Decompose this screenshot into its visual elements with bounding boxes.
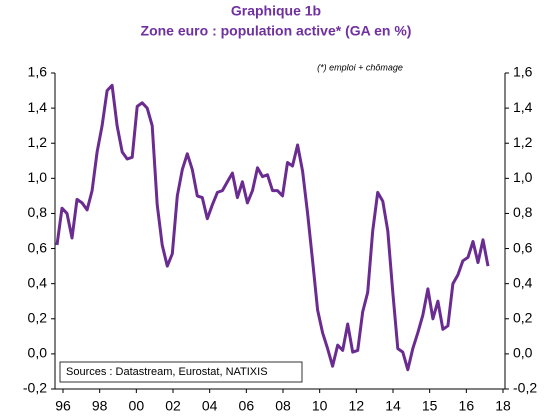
line-series	[55, 83, 490, 372]
y-tick-label: -0,2	[23, 380, 47, 396]
y2-tick-label: 1,0	[513, 169, 533, 185]
y-tick-label: 0,6	[28, 239, 48, 255]
x-tick-label: 16	[459, 398, 475, 414]
source-box	[59, 361, 303, 383]
y2-tick-label: 0,6	[513, 239, 533, 255]
x-tick-label: 06	[239, 398, 255, 414]
x-tick-label: 10	[312, 398, 328, 414]
y2-tick-label: 1,2	[513, 134, 533, 150]
y-tick-label: 0,2	[28, 309, 48, 325]
x-tick-label: 96	[55, 398, 71, 414]
x-tick-label: 00	[129, 398, 145, 414]
x-tick-label: 04	[202, 398, 218, 414]
x-tick-label: 14	[385, 398, 401, 414]
x-tick-label: 18	[495, 398, 511, 414]
chart-title: Graphique 1b	[231, 3, 321, 19]
y-tick-label: 1,4	[28, 99, 48, 115]
x-tick-label: 08	[275, 398, 291, 414]
y-tick-label: 1,6	[28, 64, 48, 80]
annotation: (*) emploi + chômage	[317, 62, 403, 72]
x-tick-label: 15	[422, 398, 438, 414]
y2-tick-label: 0,8	[513, 204, 533, 220]
y2-tick-label: 0,0	[513, 345, 533, 361]
y-tick-label: 0,4	[28, 274, 48, 290]
y2-tick-label: 0,2	[513, 309, 533, 325]
y-tick-label: 1,2	[28, 134, 48, 150]
y-tick-label: 1,0	[28, 169, 48, 185]
chart-subtitle: Zone euro : population active* (GA en %)	[141, 23, 412, 39]
y-tick-label: 0,8	[28, 204, 48, 220]
y2-tick-label: -0,2	[513, 380, 537, 396]
y2-tick-label: 0,4	[513, 274, 533, 290]
source: Sources : Datastream, Eurostat, NATIXIS	[66, 366, 268, 378]
x-tick-label: 98	[92, 398, 108, 414]
y-tick-label: 0,0	[28, 345, 48, 361]
x-tick-label: 12	[349, 398, 365, 414]
y2-tick-label: 1,4	[513, 99, 533, 115]
x-tick-label: 02	[165, 398, 181, 414]
y2-tick-label: 1,6	[513, 64, 533, 80]
